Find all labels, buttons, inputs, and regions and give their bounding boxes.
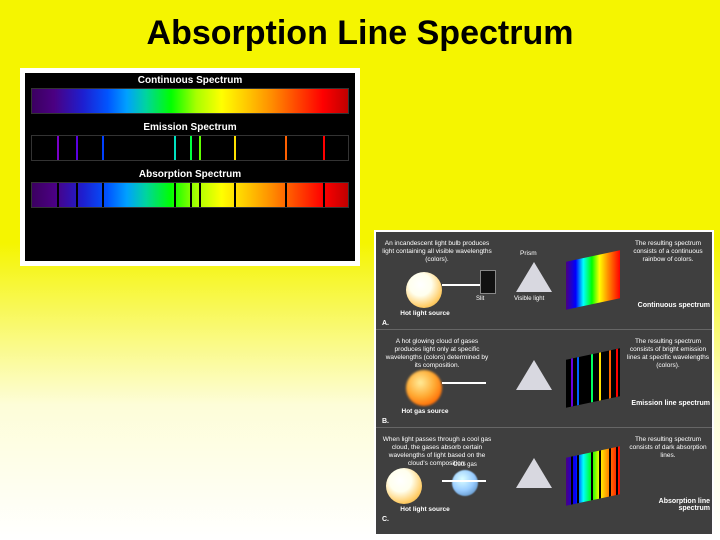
- absorption-line: [616, 447, 618, 495]
- source-caption: Hot light source: [390, 506, 460, 513]
- emission-label: Emission Spectrum: [25, 120, 355, 135]
- absorption-line: [571, 456, 573, 504]
- absorption-line: [285, 183, 287, 207]
- source-caption: Hot light source: [390, 310, 460, 317]
- emission-line: [609, 350, 611, 398]
- absorption-lines-container: [32, 183, 348, 207]
- prism-icon: [516, 360, 552, 390]
- result-description: The resulting spectrum consists of dark …: [626, 436, 710, 460]
- rainbow-gradient: [566, 250, 620, 309]
- emission-line: [599, 352, 601, 400]
- row-id-label: C.: [382, 516, 389, 523]
- emission-line: [199, 136, 201, 160]
- result-caption: Continuous spectrum: [626, 302, 710, 309]
- emission-band: [31, 135, 349, 161]
- rainbow-gradient: [32, 89, 348, 113]
- source-caption: Hot gas source: [390, 408, 460, 415]
- visible-light-label: Visible light: [514, 296, 544, 302]
- result-description: The resulting spectrum consists of a con…: [626, 240, 710, 264]
- emission-line: [323, 136, 325, 160]
- absorption-line: [323, 183, 325, 207]
- emission-line: [190, 136, 192, 160]
- diagram-panel: An incandescent light bulb produces ligh…: [374, 230, 714, 536]
- absorption-line: [599, 450, 601, 498]
- absorption-line: [190, 183, 192, 207]
- emission-line: [591, 354, 593, 402]
- emission-line: [571, 358, 573, 406]
- source-description: A hot glowing cloud of gases produces li…: [382, 338, 492, 371]
- continuous-band: [31, 88, 349, 114]
- absorption-line: [76, 183, 78, 207]
- output-spectrum: [566, 446, 620, 505]
- emission-line: [285, 136, 287, 160]
- source-description: An incandescent light bulb produces ligh…: [382, 240, 492, 264]
- prism-label: Prism: [520, 250, 537, 257]
- absorption-lines-container: [566, 446, 620, 505]
- slit-icon: [480, 270, 496, 294]
- emission-line: [102, 136, 104, 160]
- diagram-row: An incandescent light bulb produces ligh…: [376, 232, 712, 330]
- emission-line: [174, 136, 176, 160]
- gas-cloud-icon: [406, 370, 442, 406]
- absorption-line: [234, 183, 236, 207]
- emission-line: [577, 357, 579, 405]
- diagram-row: When light passes through a cool gas clo…: [376, 428, 712, 526]
- continuous-label: Continuous Spectrum: [25, 73, 355, 88]
- absorption-line: [199, 183, 201, 207]
- result-description: The resulting spectrum consists of brigh…: [626, 338, 710, 371]
- light-beam: [442, 382, 486, 384]
- bulb-icon: [386, 468, 422, 504]
- absorption-line: [591, 452, 593, 500]
- absorption-band: [31, 182, 349, 208]
- absorption-label: Absorption Spectrum: [25, 167, 355, 182]
- bulb-icon: [406, 272, 442, 308]
- cool-gas-label: Cool gas: [450, 462, 480, 468]
- emission-line: [76, 136, 78, 160]
- page-title: Absorption Line Spectrum: [0, 0, 720, 53]
- output-spectrum: [566, 348, 620, 407]
- result-caption: Emission line spectrum: [626, 400, 710, 407]
- emission-line: [616, 349, 618, 397]
- slit-label: Slit: [476, 296, 484, 302]
- emission-line: [57, 136, 59, 160]
- result-caption: Absorption line spectrum: [626, 498, 710, 512]
- prism-icon: [516, 262, 552, 292]
- absorption-line: [174, 183, 176, 207]
- row-id-label: B.: [382, 418, 389, 425]
- spectra-panel: Continuous Spectrum Emission Spectrum Ab…: [20, 68, 360, 266]
- absorption-line: [609, 448, 611, 496]
- row-id-label: A.: [382, 320, 389, 327]
- absorption-line: [577, 455, 579, 503]
- absorption-line: [57, 183, 59, 207]
- diagram-row: A hot glowing cloud of gases produces li…: [376, 330, 712, 428]
- output-spectrum: [566, 250, 620, 309]
- prism-icon: [516, 458, 552, 488]
- emission-lines-container: [566, 348, 620, 407]
- cool-gas-icon: [452, 470, 478, 496]
- absorption-line: [102, 183, 104, 207]
- emission-lines-container: [32, 136, 348, 160]
- light-beam: [442, 480, 486, 482]
- emission-line: [234, 136, 236, 160]
